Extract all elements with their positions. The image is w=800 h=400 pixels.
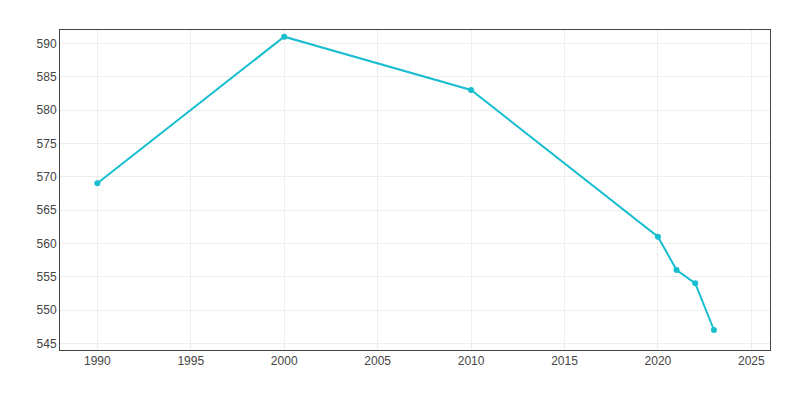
svg-text:2020: 2020 [645,354,672,368]
svg-text:2000: 2000 [271,354,298,368]
svg-text:555: 555 [37,270,57,284]
svg-text:2015: 2015 [551,354,578,368]
svg-text:2005: 2005 [364,354,391,368]
svg-text:1990: 1990 [84,354,111,368]
svg-text:580: 580 [37,103,57,117]
svg-text:585: 585 [37,70,57,84]
svg-text:2010: 2010 [458,354,485,368]
svg-text:565: 565 [37,203,57,217]
svg-text:570: 570 [37,170,57,184]
svg-text:545: 545 [37,337,57,351]
svg-text:2025: 2025 [738,354,765,368]
svg-text:590: 590 [37,37,57,51]
svg-text:575: 575 [37,137,57,151]
svg-text:1995: 1995 [177,354,204,368]
svg-text:560: 560 [37,237,57,251]
svg-text:550: 550 [37,303,57,317]
